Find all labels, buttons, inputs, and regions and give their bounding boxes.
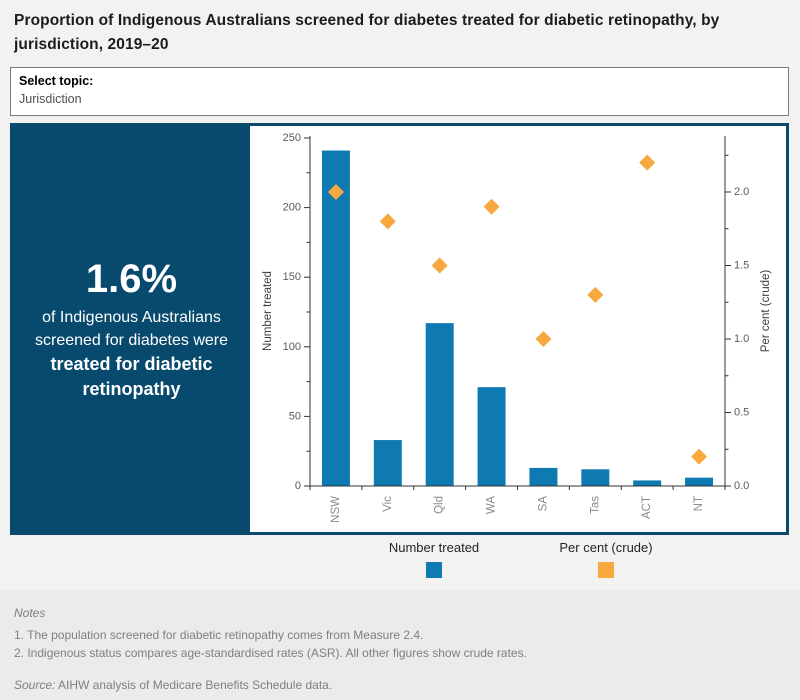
diamond-Tas[interactable]	[587, 286, 604, 303]
diamond-Qld[interactable]	[431, 257, 448, 274]
left-tick-label: 0	[295, 480, 301, 492]
bar-Qld[interactable]	[425, 323, 454, 486]
bar-Tas[interactable]	[581, 469, 610, 486]
note-line-2: 2. Indigenous status compares age-standa…	[14, 646, 527, 660]
right-tick-label: 2.0	[734, 186, 749, 198]
right-tick-label: 0.0	[734, 480, 749, 492]
bar-Vic[interactable]	[373, 440, 402, 486]
bar-ACT[interactable]	[633, 480, 662, 486]
source-line: Source: AIHW analysis of Medicare Benefi…	[14, 676, 786, 694]
bar-NT[interactable]	[685, 477, 714, 486]
legend-item-per-cent[interactable]: Per cent (crude)	[531, 540, 681, 578]
diamond-NT[interactable]	[691, 448, 708, 465]
left-tick-label: 50	[289, 410, 301, 422]
left-axis-title: Number treated	[262, 271, 274, 351]
chart-area: 0 50 100 150 200 250 0.0 0.5 1.0 1.5 2.0 NSW Vic Qld W…	[250, 126, 786, 532]
source-label: Source:	[14, 678, 56, 692]
headline-panel: 1.6% of Indigenous Australians screened …	[13, 126, 250, 532]
source-text: AIHW analysis of Medicare Benefits Sched…	[58, 678, 333, 692]
category-label-Vic: Vic	[382, 496, 394, 512]
category-label-ACT: ACT	[641, 496, 653, 519]
diamond-ACT[interactable]	[639, 154, 656, 171]
notes-title: Notes	[14, 606, 46, 620]
legend-label-number-treated: Number treated	[388, 540, 480, 555]
legend-item-number-treated[interactable]: Number treated	[359, 540, 509, 578]
left-tick-label: 100	[283, 341, 301, 353]
diamond-Vic[interactable]	[379, 213, 396, 230]
left-tick-label: 200	[283, 202, 301, 214]
headline-emphasis: treated for diabetic retinopathy	[50, 354, 213, 399]
legend-label-per-cent: Per cent (crude)	[559, 540, 653, 555]
legend-swatch-number-treated[interactable]	[426, 562, 442, 578]
topic-selector-label: Select topic:	[19, 74, 94, 88]
category-label-Tas: Tas	[589, 496, 601, 514]
notes-section: Notes 1. The population screened for dia…	[0, 590, 800, 700]
category-label-Qld: Qld	[434, 496, 446, 514]
page-title: Proportion of Indigenous Australians scr…	[14, 12, 720, 53]
bar-WA[interactable]	[477, 387, 506, 486]
headline-value: 1.6%	[85, 257, 178, 301]
category-label-WA: WA	[486, 496, 498, 514]
dashboard-container: 1.6% of Indigenous Australians screened …	[10, 123, 789, 535]
diamond-SA[interactable]	[535, 331, 552, 347]
left-tick-label: 250	[283, 132, 301, 144]
topic-selector-value[interactable]: Jurisdiction	[19, 92, 82, 106]
category-label-SA: SA	[537, 496, 549, 512]
combo-chart[interactable]: 0 50 100 150 200 250 0.0 0.5 1.0 1.5 2.0 NSW Vic Qld W…	[250, 126, 786, 532]
category-label-NT: NT	[693, 496, 705, 511]
right-axis-title: Per cent (crude)	[760, 270, 772, 353]
left-tick-label: 150	[283, 271, 301, 283]
right-tick-label: 0.5	[734, 407, 749, 419]
legend-swatch-per-cent[interactable]	[598, 562, 614, 578]
bar-SA[interactable]	[529, 467, 558, 486]
diamond-WA[interactable]	[483, 198, 500, 215]
right-tick-label: 1.0	[734, 333, 749, 345]
headline-description: of Indigenous Australians screened for d…	[35, 309, 228, 349]
right-tick-label: 1.5	[734, 260, 749, 272]
topic-selector[interactable]: Select topic: Jurisdiction	[10, 67, 789, 116]
diamond-NSW[interactable]	[327, 184, 344, 200]
note-line-1: 1. The population screened for diabetic …	[14, 628, 424, 642]
bar-NSW[interactable]	[321, 150, 350, 486]
category-label-NSW: NSW	[330, 496, 342, 523]
